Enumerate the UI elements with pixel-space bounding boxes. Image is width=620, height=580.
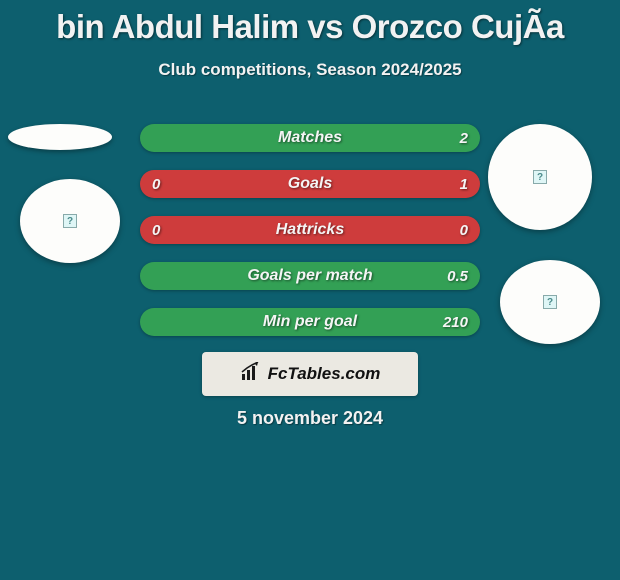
page-subtitle: Club competitions, Season 2024/2025 [0, 60, 620, 80]
stat-value-left: 0 [152, 216, 160, 244]
comparison-card: bin Abdul Halim vs Orozco CujÃ­a Club co… [0, 0, 620, 580]
stat-row: Min per goal210 [140, 308, 480, 336]
stat-label: Min per goal [140, 308, 480, 336]
stat-value-right: 0.5 [447, 262, 468, 290]
player-right-avatar: ? [500, 260, 600, 344]
stat-value-right: 0 [460, 216, 468, 244]
player-left-ellipse [8, 124, 112, 150]
player-left-avatar: ? [20, 179, 120, 263]
brand-badge: FcTables.com [202, 352, 418, 396]
stat-rows: Matches2Goals01Hattricks00Goals per matc… [140, 124, 480, 354]
placeholder-icon: ? [533, 170, 547, 184]
stat-value-right: 210 [443, 308, 468, 336]
stat-label: Hattricks [140, 216, 480, 244]
stat-value-right: 1 [460, 170, 468, 198]
stat-label: Goals per match [140, 262, 480, 290]
stat-row: Matches2 [140, 124, 480, 152]
date-text: 5 november 2024 [0, 408, 620, 429]
chart-icon [240, 362, 262, 387]
placeholder-icon: ? [63, 214, 77, 228]
stat-label: Goals [140, 170, 480, 198]
brand-text: FcTables.com [268, 364, 381, 384]
stat-value-left: 0 [152, 170, 160, 198]
stat-row: Goals0 1 [140, 170, 480, 198]
stat-value-right: 2 [460, 124, 468, 152]
stat-row: Hattricks0 0 [140, 216, 480, 244]
placeholder-icon: ? [543, 295, 557, 309]
page-title: bin Abdul Halim vs Orozco CujÃ­a [0, 0, 620, 46]
stat-row: Goals per match0.5 [140, 262, 480, 290]
player-right-team-logo: ? [488, 124, 592, 230]
stat-label: Matches [140, 124, 480, 152]
